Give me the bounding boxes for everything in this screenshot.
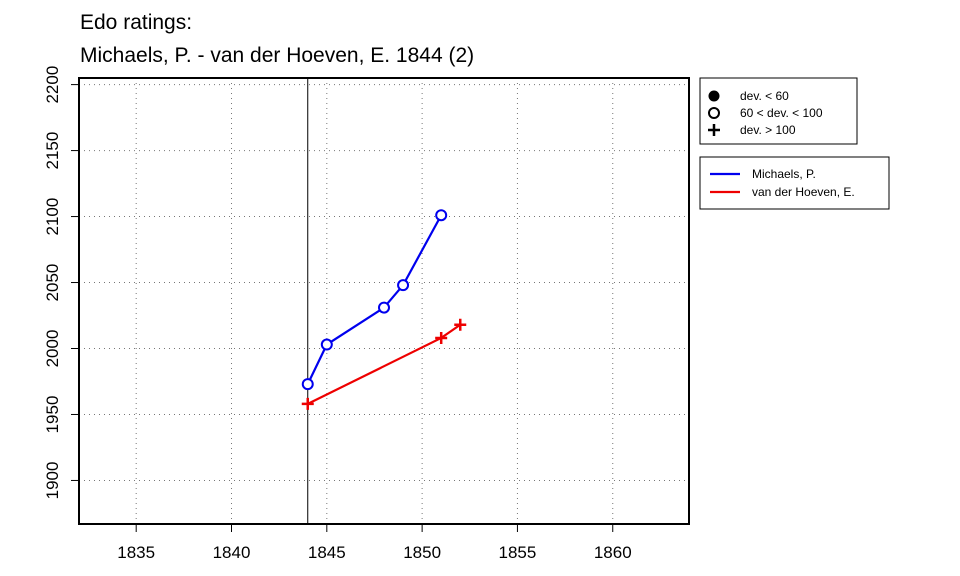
legend-marker-icon (708, 124, 720, 136)
data-point (435, 209, 448, 222)
series-legend: Michaels, P. van der Hoeven, E. (699, 156, 890, 210)
marker-legend-box (699, 77, 858, 145)
series-line (307, 323, 461, 405)
data-point (397, 279, 410, 292)
grid (79, 78, 689, 524)
data-point (301, 397, 314, 410)
data-point (435, 331, 448, 344)
series-group (301, 209, 467, 410)
legend-series-label: Michaels, P. (752, 167, 816, 181)
legend-marker-label: 60 < dev. < 100 (740, 106, 823, 120)
chart-title-line-1: Edo ratings: (80, 11, 192, 34)
data-point (378, 301, 390, 314)
x-tick-label: 1835 (117, 543, 155, 562)
x-tick-label: 1855 (499, 543, 537, 562)
y-tick-label: 2200 (43, 66, 62, 104)
legend-marker-icon (708, 90, 720, 102)
y-tick-label: 2000 (43, 330, 62, 368)
y-tick-label: 2100 (43, 198, 62, 236)
chart-title-line-2: Michaels, P. - van der Hoeven, E. 1844 (… (80, 44, 474, 67)
y-tick-label: 1950 (43, 396, 62, 434)
data-point (320, 338, 333, 351)
data-point (454, 318, 467, 331)
y-tick-label: 2150 (43, 132, 62, 170)
legend-marker-icon (708, 107, 720, 119)
plot-frame (78, 77, 690, 525)
y-tick-label: 1900 (43, 462, 62, 500)
x-tick-label: 1840 (213, 543, 251, 562)
y-axis: 1900 1950 2000 2050 2100 2150 2200 (43, 66, 79, 500)
legend-marker-label: dev. > 100 (740, 123, 796, 137)
x-tick-label: 1845 (308, 543, 346, 562)
data-point (301, 378, 314, 391)
legend-marker-label: dev. < 60 (740, 89, 789, 103)
series-line (306, 214, 443, 385)
y-tick-label: 2050 (43, 264, 62, 302)
x-tick-label: 1850 (403, 543, 441, 562)
x-axis: 1835 1840 1845 1850 1855 1860 (117, 524, 632, 562)
marker-legend: dev. < 60 60 < dev. < 100 dev. > 100 (699, 77, 858, 145)
x-tick-label: 1860 (594, 543, 632, 562)
legend-series-label: van der Hoeven, E. (752, 185, 855, 199)
series-legend-box (699, 156, 890, 210)
